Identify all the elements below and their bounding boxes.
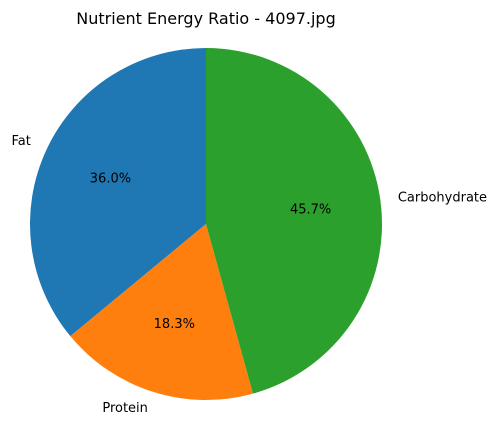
pie-slice-fat <box>30 48 207 337</box>
slice-percent-fat: 36.0% <box>90 172 131 187</box>
slice-percent-protein: 18.3% <box>154 317 195 332</box>
pie-labels: Fat 36.0% Protein 18.3% Carbohydrate 45.7% <box>11 134 487 416</box>
pie-slice-carbohydrate <box>206 48 382 394</box>
slice-percent-carbohydrate: 45.7% <box>290 202 331 217</box>
pie-slice-protein <box>70 224 253 400</box>
slice-label-fat: Fat <box>11 134 30 149</box>
slice-label-protein: Protein <box>102 401 148 416</box>
pie-slices <box>30 48 382 400</box>
chart-title: Nutrient Energy Ratio - 4097.jpg <box>76 9 335 28</box>
slice-label-carbohydrate: Carbohydrate <box>398 190 487 205</box>
